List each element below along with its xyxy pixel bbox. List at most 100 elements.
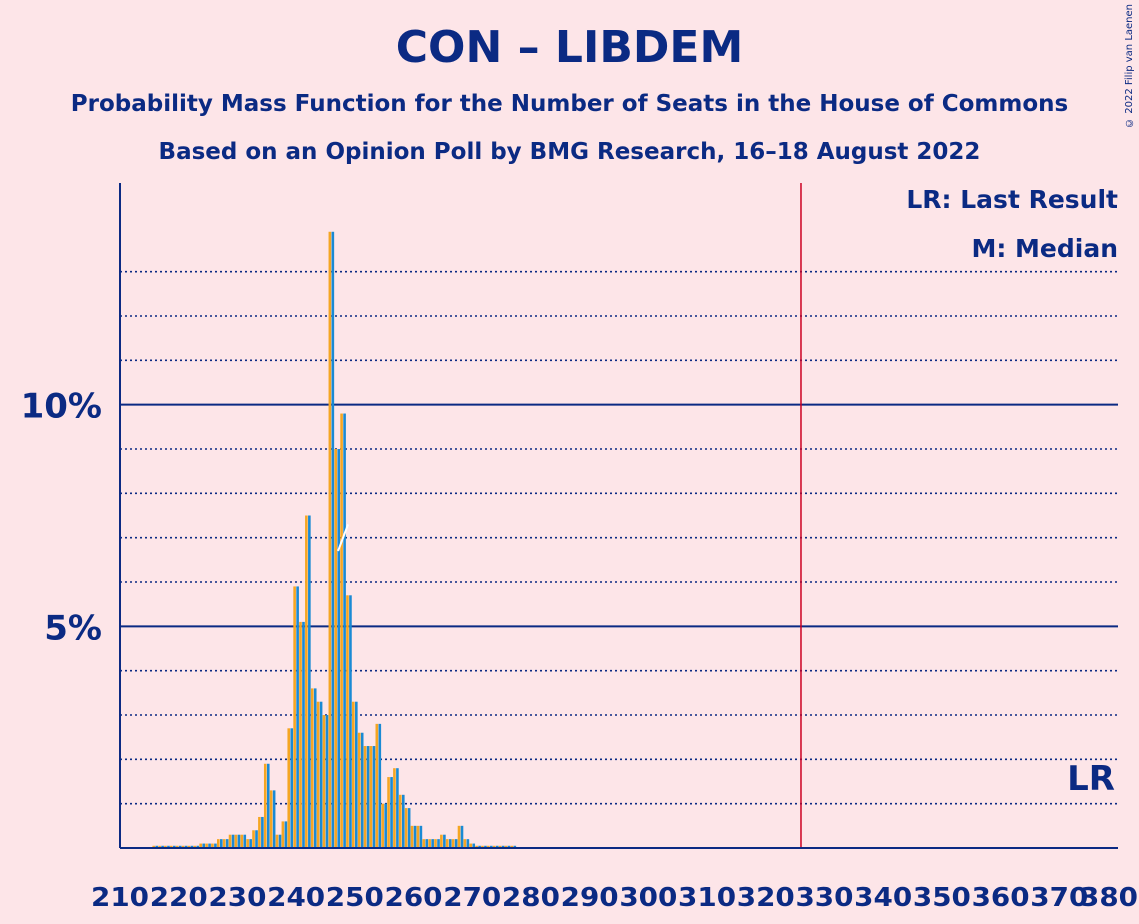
bar-blue (190, 845, 194, 848)
bar-orange (398, 794, 402, 848)
bar-orange (410, 825, 414, 848)
bar-orange (381, 803, 384, 848)
bar-orange (469, 843, 473, 848)
x-tick-label: 240 (267, 883, 325, 913)
bar-blue (355, 701, 358, 848)
bar-blue (313, 688, 317, 848)
bar-orange (275, 834, 279, 848)
bar-blue (155, 845, 159, 848)
bar-orange (211, 843, 214, 848)
bar-blue (501, 845, 505, 848)
bar-orange (234, 834, 238, 848)
bar-blue (378, 723, 382, 848)
x-tick-label: 360 (972, 883, 1030, 913)
bar-blue (466, 839, 470, 848)
bar-blue (484, 845, 487, 848)
bar-orange (393, 768, 396, 848)
bar-blue (220, 839, 223, 848)
bar-orange (334, 449, 338, 848)
bar-blue (431, 839, 434, 848)
bar-orange (387, 777, 390, 848)
bar-orange (246, 839, 249, 848)
bar-blue (495, 845, 499, 848)
bar-blue (208, 843, 211, 848)
bar-orange (375, 723, 379, 848)
bar-orange (434, 839, 437, 848)
median-marker (337, 524, 350, 552)
bar-orange (481, 845, 484, 848)
x-tick-label: 280 (502, 883, 560, 913)
bar-blue (202, 843, 205, 848)
bar-blue (384, 803, 387, 848)
x-tick-label: 340 (854, 883, 912, 913)
bar-orange (322, 715, 326, 848)
bar-blue (214, 843, 217, 848)
bar-blue (266, 763, 270, 848)
bar-orange (463, 839, 467, 848)
x-tick-label: 230 (208, 883, 266, 913)
bar-orange (258, 816, 261, 848)
bar-orange (340, 413, 343, 848)
bar-orange (457, 825, 461, 848)
bar-orange (510, 845, 514, 848)
bar-blue (419, 825, 423, 848)
bar-blue (366, 746, 370, 848)
bar-orange (193, 845, 197, 848)
y-tick-label: 10% (21, 387, 102, 427)
bar-orange (445, 839, 449, 848)
x-tick-label: 380 (1080, 883, 1138, 913)
bar-blue (319, 701, 323, 848)
bar-blue (413, 825, 417, 848)
bar-blue (513, 845, 517, 848)
x-tick-label: 320 (737, 883, 795, 913)
bar-blue (278, 834, 282, 848)
bar-orange (293, 586, 296, 848)
bar-orange (357, 732, 361, 848)
bar-orange (492, 845, 496, 848)
bar-blue (225, 839, 229, 848)
legend-last-result: LR: Last Result (906, 185, 1118, 214)
bar-blue (448, 839, 452, 848)
bar-blue (249, 839, 252, 848)
bar-orange (475, 845, 478, 848)
bar-blue (490, 845, 493, 848)
bar-orange (504, 845, 508, 848)
x-tick-label: 270 (443, 883, 501, 913)
bar-orange (299, 621, 302, 848)
bar-orange (416, 825, 420, 848)
bar-blue (349, 595, 352, 848)
bar-blue (360, 732, 364, 848)
bar-blue (261, 816, 264, 848)
bar-blue (454, 839, 458, 848)
y-tick-label: 5% (44, 608, 102, 648)
chart-subtitle-poll: Based on an Opinion Poll by BMG Research… (158, 139, 981, 165)
bar-blue (425, 839, 429, 848)
legend-median: M: Median (971, 234, 1118, 263)
bar-blue (196, 845, 200, 848)
bar-blue (507, 845, 511, 848)
bar-blue (272, 790, 276, 848)
bar-orange (240, 834, 244, 848)
bar-orange (263, 763, 267, 848)
bar-blue (237, 834, 241, 848)
bar-blue (231, 834, 235, 848)
bar-orange (175, 845, 179, 848)
bar-orange (170, 845, 173, 848)
x-tick-label: 370 (1030, 883, 1088, 913)
bar-orange (252, 830, 255, 848)
x-tick-label: 310 (678, 883, 736, 913)
bar-blue (443, 834, 446, 848)
bar-orange (164, 845, 167, 848)
bar-orange (328, 231, 332, 848)
bar-orange (451, 839, 455, 848)
bar-blue (296, 586, 299, 848)
bar-orange (498, 845, 502, 848)
bar-orange (269, 790, 273, 848)
bar-orange (287, 728, 291, 848)
bar-blue (437, 839, 440, 848)
bar-blue (178, 845, 182, 848)
bar-orange (205, 843, 208, 848)
bar-blue (401, 794, 405, 848)
bar-blue (325, 715, 329, 848)
bar-blue (255, 830, 258, 848)
